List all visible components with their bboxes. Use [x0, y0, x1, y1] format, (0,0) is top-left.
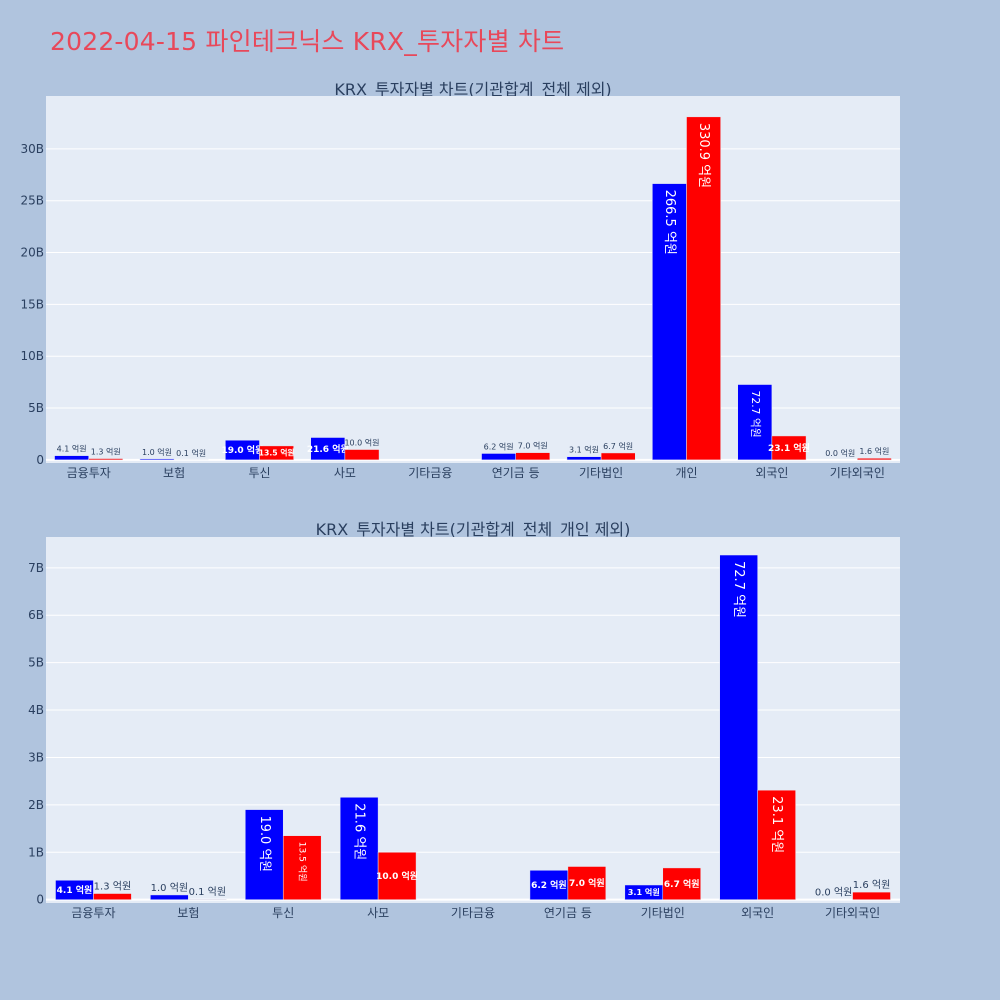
data-label-1: 0.0 억원: [825, 448, 855, 458]
x-tick-label-1: 투신: [248, 466, 270, 480]
y-tick-label-2: 4B: [28, 703, 44, 717]
x-tick-label-2: 사모: [367, 906, 389, 920]
bar-2-sell: [662, 867, 701, 900]
data-label-2: 1.6 억원: [853, 879, 890, 891]
data-label-2: 10.0 억원: [376, 870, 418, 882]
data-label-1: 1.0 억원: [142, 447, 172, 457]
data-label-1: 19.0 억원: [221, 444, 263, 456]
bar-1-buy: [54, 455, 89, 461]
bar-2-sell: [93, 893, 132, 900]
chart-title-1: KRX_투자자별 차트(기관합계_전체 제외): [334, 80, 611, 100]
bar-1-sell: [600, 452, 636, 461]
bar-2-buy: [529, 870, 569, 900]
data-label-2: 23.1 억원: [769, 796, 784, 853]
bar-1-sell: [344, 449, 380, 461]
y-tick-label-1: 15B: [20, 297, 44, 311]
data-label-2: 7.0 억원: [569, 877, 605, 889]
data-label-2: 1.0 억원: [151, 882, 188, 894]
data-label-2: 1.3 억원: [94, 881, 131, 893]
y-tick-label-1: 20B: [20, 246, 44, 260]
bar-1-sell: [857, 457, 892, 461]
bar-1-sell: [771, 435, 807, 461]
bar-1-buy: [310, 437, 346, 461]
bar-2-buy: [150, 894, 189, 900]
x-tick-label-1: 보험: [163, 466, 185, 480]
data-label-1: 7.0 억원: [518, 441, 548, 451]
x-tick-label-2: 연기금 등: [544, 906, 592, 920]
bar-2-sell: [757, 789, 796, 900]
bar-1-sell: [88, 458, 124, 461]
x-tick-label-2: 보험: [177, 906, 199, 920]
y-tick-label-2: 7B: [28, 561, 44, 575]
y-tick-label-1: 10B: [20, 349, 44, 363]
y-tick-label-1: 0: [36, 453, 44, 467]
x-tick-label-1: 개인: [675, 466, 697, 480]
data-label-1: 6.7 억원: [603, 441, 633, 451]
data-label-2: 19.0 억원: [257, 816, 272, 872]
data-label-2: 6.2 억원: [531, 879, 567, 891]
y-tick-label-1: 30B: [20, 142, 44, 156]
bar-1-buy: [481, 453, 516, 461]
data-label-2: 13.5 억원: [297, 842, 309, 882]
data-label-2: 21.6 억원: [352, 803, 367, 860]
bar-2-sell: [852, 891, 891, 900]
data-label-1: 72.7 억원: [749, 391, 762, 438]
x-tick-label-1: 사모: [334, 466, 356, 480]
y-tick-label-1: 25B: [20, 194, 44, 208]
y-tick-label-2: 2B: [28, 798, 44, 812]
data-label-2: 4.1 억원: [57, 884, 93, 896]
data-label-2: 0.1 억원: [189, 886, 226, 898]
bar-1-buy: [737, 384, 773, 461]
data-label-2: 3.1 억원: [628, 887, 660, 897]
page-title: 2022-04-15 파인테크닉스 KRX_투자자별 차트: [50, 27, 565, 56]
data-label-1: 3.1 억원: [569, 445, 599, 455]
data-label-1: 23.1 억원: [768, 442, 810, 454]
bar-2-sell: [282, 835, 322, 900]
bar-2-buy: [55, 879, 94, 900]
bar-2-sell: [567, 866, 607, 900]
x-tick-label-2: 기타법인: [641, 906, 685, 920]
x-tick-label-1: 기타외국인: [830, 466, 885, 480]
bar-2-buy: [339, 797, 379, 900]
chart-title-2: KRX_투자자별 차트(기관합계_전체_개인 제외): [316, 520, 631, 540]
x-tick-label-1: 금융투자: [67, 466, 111, 480]
bar-1-sell: [259, 445, 294, 461]
bar-2-buy: [245, 809, 284, 900]
data-label-1: 330.9 억원: [696, 123, 711, 188]
x-tick-label-1: 기타법인: [579, 466, 623, 480]
bar-2-sell: [377, 852, 417, 900]
data-label-2: 72.7 억원: [731, 561, 746, 618]
bar-1-buy: [139, 458, 175, 461]
y-tick-label-2: 0: [36, 893, 44, 907]
data-label-1: 4.1 억원: [57, 444, 87, 454]
y-tick-label-2: 3B: [28, 750, 44, 764]
x-tick-label-2: 금융투자: [71, 906, 115, 920]
data-label-2: 6.7 억원: [664, 878, 700, 890]
data-label-1: 13.5 억원: [259, 448, 295, 458]
y-tick-label-2: 6B: [28, 608, 44, 622]
y-tick-label-1: 5B: [28, 401, 44, 415]
x-tick-label-2: 외국인: [741, 906, 774, 920]
bar-1-sell: [686, 116, 721, 461]
y-tick-label-2: 1B: [28, 845, 44, 859]
data-label-1: 1.6 억원: [859, 446, 889, 456]
x-tick-label-1: 기타금융: [408, 466, 452, 480]
data-label-1: 0.1 억원: [176, 448, 206, 458]
data-label-2: 0.0 억원: [815, 887, 852, 899]
x-tick-label-2: 기타금융: [451, 906, 495, 920]
x-tick-label-2: 투신: [272, 906, 294, 920]
data-label-1: 10.0 억원: [344, 438, 379, 448]
bar-2-buy: [719, 554, 758, 900]
data-label-1: 6.2 억원: [484, 441, 514, 451]
x-tick-label-1: 외국인: [755, 466, 788, 480]
data-label-1: 1.3 억원: [91, 447, 121, 457]
x-tick-label-2: 기타외국인: [825, 906, 880, 920]
y-tick-label-2: 5B: [28, 656, 44, 670]
bar-1-buy: [566, 456, 602, 461]
x-tick-label-1: 연기금 등: [492, 466, 540, 480]
data-label-1: 21.6 억원: [307, 443, 349, 455]
bar-1-sell: [515, 452, 551, 461]
data-label-1: 266.5 억원: [662, 190, 677, 255]
